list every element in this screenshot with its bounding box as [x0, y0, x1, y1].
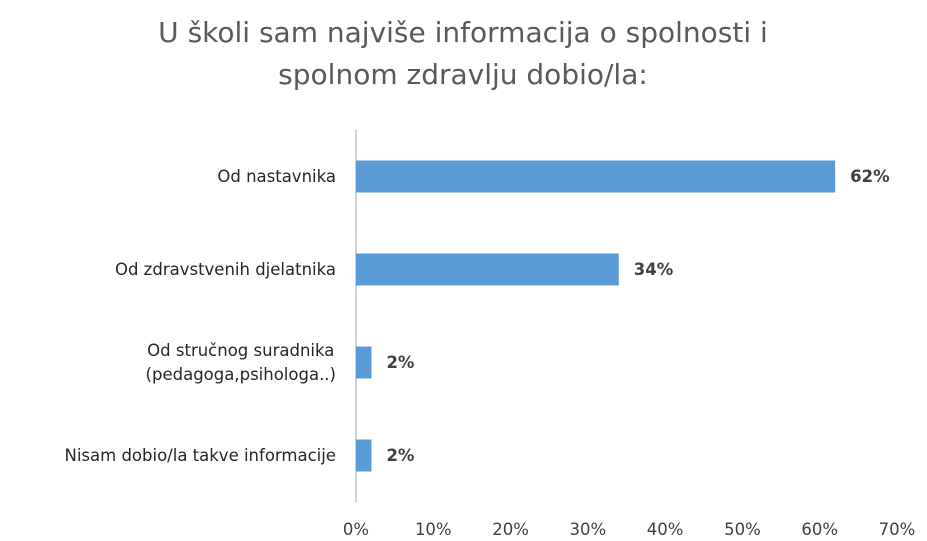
x-tick-label: 60%	[801, 520, 839, 539]
y-tick-label: Nisam dobio/la takve informacije	[64, 445, 337, 465]
x-tick-label: 70%	[878, 520, 916, 539]
x-tick-label: 50%	[724, 520, 761, 539]
bar	[356, 160, 836, 193]
y-tick-label: Od zdravstvenih djelatnika	[114, 259, 336, 279]
bar	[356, 346, 372, 379]
data-label: 2%	[386, 445, 415, 465]
x-tick-label: 40%	[646, 520, 684, 539]
x-tick-label: 0%	[342, 520, 370, 539]
data-label: 34%	[633, 259, 674, 279]
y-tick-label: Od nastavnika	[217, 166, 336, 186]
x-tick-label: 30%	[569, 520, 607, 539]
data-label: 62%	[850, 166, 890, 186]
bar	[356, 253, 619, 286]
bar	[356, 439, 372, 472]
y-tick-label: Od stručnog suradnika (pedagoga,psiholog…	[145, 340, 336, 384]
x-tick-label: 20%	[492, 520, 529, 539]
x-tick-label: 10%	[414, 520, 452, 539]
chart-title: U školi sam najviše informacija o spolno…	[158, 16, 768, 91]
data-label: 2%	[386, 352, 415, 372]
